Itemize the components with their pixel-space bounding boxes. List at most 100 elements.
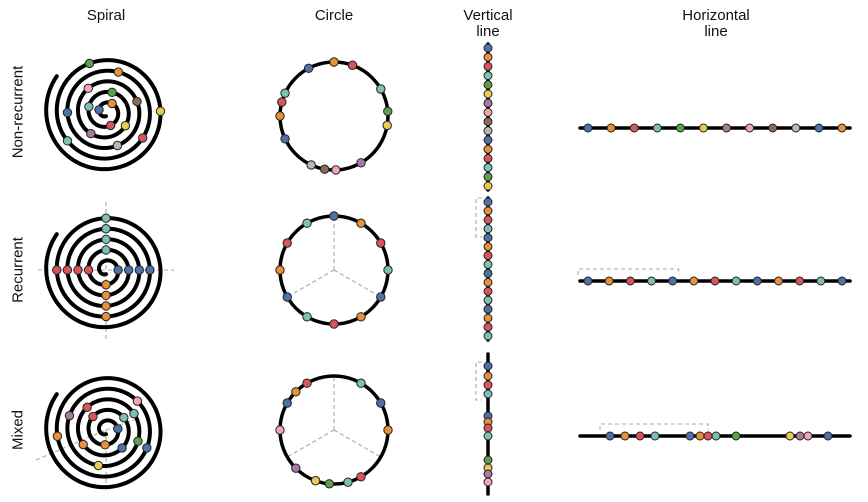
vline-dot-mixed-1 [483,371,493,381]
hline-dot-rec-2 [625,276,635,286]
circle-dot-mixed-10 [291,463,301,473]
vline-dot-rec-10 [483,286,493,296]
spiral-dot-nonrec-10 [62,107,73,118]
spiral-dot-nonrec-11 [113,67,124,77]
circle-dot-mixed-8 [324,479,334,489]
spiral-dot-nonrec-13 [62,136,73,146]
circle-dot-rec-2 [376,238,386,248]
spiral-dot-rec-8 [134,265,145,275]
spiral-dot-rec-15 [101,213,111,223]
vline-dot-nonrec-5 [483,89,493,99]
spiral-dot-nonrec-14 [84,58,95,69]
vline-dot-rec-15 [483,331,493,341]
spiral-rec [44,216,163,330]
vline-dot-rec-6 [483,251,493,261]
hline-dot-nonrec-3 [652,123,662,133]
hline-dot-mixed-6 [703,431,713,441]
spiral-dot-rec-6 [73,265,83,275]
vline-dot-nonrec-3 [483,71,493,81]
circle-dot-rec-0 [329,211,339,221]
hline-dot-mixed-5 [695,431,705,441]
spiral-dot-rec-10 [62,265,73,275]
circle-dot-mixed-1 [291,387,301,397]
spiral-dot-rec-2 [83,265,94,275]
circle-dot-nonrec-10 [280,134,290,144]
vline-dot-mixed-0 [483,361,493,371]
hline-period-bracket-mixed [599,423,709,430]
hline-dot-rec-9 [774,276,783,286]
vline-dot-mixed-3 [483,389,493,399]
circle-dot-mixed-9 [310,476,321,486]
vline-dot-nonrec-14 [483,172,493,182]
circle-dot-nonrec-3 [376,84,386,94]
circle-spoke-mixed-1 [333,429,382,458]
hline-dot-mixed-4 [685,431,695,441]
spiral-dot-nonrec-8 [132,96,142,107]
vline-dot-rec-0 [483,197,493,207]
vline-dot-mixed-8 [483,455,493,465]
spiral-dot-nonrec-0 [94,105,104,115]
spiral-mixed [44,376,163,490]
spiral-dot-rec-13 [101,311,111,322]
circle-dot-mixed-3 [356,378,366,388]
hline-dot-rec-12 [837,276,847,286]
spiral-dot-rec-4 [124,265,134,275]
spiral-dot-rec-9 [101,301,111,311]
spiral-dot-rec-1 [101,280,111,290]
column-title-spiral: Spiral [86,7,126,24]
spiral-dot-rec-5 [101,290,111,301]
vline-dot-rec-5 [483,242,493,252]
vline-dot-rec-14 [483,322,493,332]
circle-dot-mixed-2 [302,378,312,388]
column-title-hline: Horizontal line [682,7,750,40]
hline-dot-rec-8 [752,276,762,286]
spiral-dot-nonrec-5 [120,120,131,131]
vline-dot-rec-13 [483,313,493,323]
spiral-dot-mixed-9 [93,460,104,471]
circle-dot-rec-9 [275,265,285,275]
vline-dot-nonrec-7 [483,107,493,117]
hline-dot-rec-11 [816,276,826,286]
spiral-dot-mixed-8 [133,436,143,446]
vline-dot-nonrec-4 [483,80,493,90]
vline-period-bracket-rec [475,197,482,238]
circle-dot-nonrec-2 [347,60,358,70]
vline-dot-nonrec-9 [483,126,493,136]
hline-dot-mixed-12 [823,431,833,441]
circle-dot-mixed-11 [275,425,285,435]
hline-dot-nonrec-0 [583,123,593,133]
circle-dot-mixed-5 [383,425,393,435]
circle-dot-nonrec-0 [303,63,314,74]
vline-dot-rec-3 [483,224,493,234]
vline-dot-nonrec-12 [483,153,493,163]
spiral-dot-mixed-6 [82,402,92,413]
circle-dot-nonrec-4 [383,106,393,116]
vline-dot-mixed-2 [483,380,493,390]
hline-dot-rec-1 [604,276,614,286]
hline-dot-mixed-9 [785,431,795,441]
spiral-dot-mixed-0 [113,424,123,434]
spiral-dot-mixed-1 [100,440,110,450]
circle-dot-rec-4 [376,292,386,302]
hline-dot-nonrec-2 [629,123,639,133]
hline-period-bracket-rec [577,268,680,275]
vline-dot-nonrec-0 [483,43,493,53]
hline-dot-nonrec-6 [722,123,732,133]
circle-spoke-rec-2 [286,269,335,298]
spiral-dot-nonrec-1 [107,98,117,109]
hline-dot-rec-7 [731,276,741,286]
spiral-dot-rec-7 [101,234,111,245]
hline-dot-mixed-3 [650,431,660,441]
spiral-dot-mixed-12 [142,443,152,453]
spiral-dot-mixed-10 [64,410,75,421]
spiral-dot-mixed-4 [117,443,127,453]
hline-dot-mixed-1 [620,431,630,441]
vline-dot-nonrec-8 [483,117,493,127]
vline-dot-mixed-11 [483,477,493,487]
spiral-dot-mixed-2 [88,411,98,422]
circle-dot-nonrec-9 [306,160,316,170]
hline-dot-mixed-8 [731,431,741,441]
circle-dot-nonrec-11 [275,111,285,121]
vline-dot-nonrec-2 [483,61,493,71]
